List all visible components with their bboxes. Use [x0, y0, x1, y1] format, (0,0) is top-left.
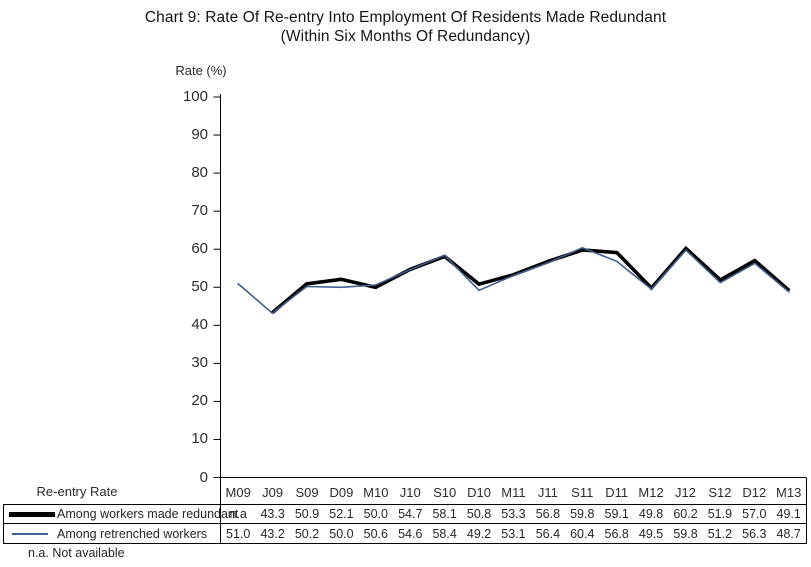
table-values-redundant: n.a 43.3 50.9 52.1 50.0 54.7 58.1 50.8 53.3 56.8 5… — [221, 505, 806, 523]
table-cell: 43.2 — [260, 526, 285, 541]
legend-item-retrenched: Among retrenched workers — [4, 524, 221, 543]
x-axis-label: D10 — [467, 485, 491, 500]
y-axis-tick-label: 100 — [182, 88, 208, 105]
x-axis-label: M13 — [776, 485, 802, 500]
series-line-redundant — [271, 245, 791, 315]
y-axis-tick-label: 60 — [191, 240, 208, 258]
table-cell: 52.1 — [329, 507, 354, 521]
y-axis-tick-label: 0 — [199, 468, 208, 486]
table-cell: 43.3 — [260, 507, 285, 521]
x-axis-label: S09 — [295, 485, 319, 500]
table-cell: 49.8 — [638, 507, 664, 521]
footnote: n.a. Not available — [28, 546, 125, 560]
table-cell: 56.4 — [535, 526, 561, 541]
x-axis-label: D11 — [605, 485, 629, 500]
x-axis-label: S11 — [571, 485, 594, 500]
table-cell: 58.4 — [432, 526, 457, 541]
data-table: Among workers made redundant n.a 43.3 50.9… — [3, 504, 807, 544]
table-cell: 48.7 — [776, 526, 801, 541]
x-axis-label: J10 — [399, 485, 421, 500]
x-axis-label: D09 — [329, 485, 354, 500]
y-axis-tick-label: 40 — [191, 316, 208, 334]
series-line-retrenched — [237, 246, 790, 315]
x-axis-label: M09 — [225, 485, 251, 500]
table-cell: 60.2 — [673, 507, 698, 521]
table-cell: 50.9 — [294, 507, 320, 521]
x-axis-label: S10 — [433, 485, 457, 500]
table-cell: 49.5 — [638, 526, 664, 541]
table-cell: 51.0 — [226, 526, 251, 541]
chart-title: Chart 9: Rate Of Re-entry Into Employmen… — [0, 8, 811, 46]
table-cell: n.a — [229, 507, 247, 521]
thin-blue-line-icon — [12, 532, 48, 535]
y-axis-tick-label: 70 — [191, 202, 208, 220]
y-axis-tick-label: 50 — [191, 278, 208, 296]
table-cell: 50.2 — [294, 526, 320, 541]
x-axis-label: M11 — [501, 485, 526, 500]
table-cell: 54.7 — [398, 507, 423, 521]
x-axis-labels: M09 J09 S09 D09 M10 J10 S10 D10 M11 J11 S11 D11 M12 J… — [220, 478, 807, 504]
table-cell: 50.8 — [466, 507, 492, 521]
table-cell: 56.8 — [604, 526, 629, 541]
y-axis-tick-label: 20 — [191, 392, 208, 410]
x-axis-label: M12 — [638, 485, 664, 500]
table-corner-label: Re-entry Rate — [36, 484, 118, 499]
table-cell: 56.8 — [535, 507, 561, 521]
table-row-redundant: Among workers made redundant n.a 43.3 50.9… — [4, 505, 806, 523]
chart-title-line1: Chart 9: Rate Of Re-entry Into Employmen… — [144, 9, 667, 26]
x-axis-label: M10 — [363, 485, 389, 500]
table-cell: 54.6 — [398, 526, 423, 541]
table-cell: 59.8 — [673, 526, 698, 541]
table-cell: 60.4 — [570, 526, 595, 541]
x-axis-label: J12 — [675, 485, 696, 500]
table-cell: 59.8 — [570, 507, 595, 521]
table-cell: 51.9 — [707, 507, 733, 521]
table-cell: 58.1 — [432, 507, 457, 521]
y-axis-title: Rate (%) — [175, 63, 227, 78]
x-axis-label: J11 — [537, 485, 558, 500]
x-axis-label: S12 — [708, 485, 732, 500]
table-cell: 59.1 — [604, 507, 629, 521]
table-row-retrenched: Among retrenched workers 51.0 43.2 50.2 50.… — [4, 523, 806, 543]
table-cell: 49.1 — [776, 507, 801, 521]
table-cell: 53.1 — [501, 526, 526, 541]
chart-title-line2: (Within Six Months Of Redundancy) — [280, 28, 531, 45]
table-cell: 56.3 — [742, 526, 767, 541]
thick-black-line-icon — [9, 511, 55, 517]
y-axis-tick-label: 30 — [191, 354, 208, 372]
table-cell: 51.2 — [707, 526, 733, 541]
table-cell: 49.2 — [466, 526, 492, 541]
legend-label-redundant: Among workers made redundant — [57, 507, 239, 521]
table-cell: 50.6 — [363, 526, 388, 541]
table-cell: 50.0 — [329, 526, 354, 541]
table-cell: 53.3 — [501, 507, 526, 521]
x-axis-label: D12 — [742, 485, 767, 500]
y-axis-tick-label: 10 — [191, 430, 208, 448]
legend-item-redundant: Among workers made redundant — [4, 505, 238, 523]
y-axis-tick-label: 80 — [191, 164, 208, 182]
legend-label-retrenched: Among retrenched workers — [57, 526, 208, 541]
table-cell: 50.0 — [363, 507, 388, 521]
x-axis-label: J09 — [262, 485, 284, 500]
y-axis-tick-label: 90 — [191, 126, 208, 144]
table-values-retrenched: 51.0 43.2 50.2 50.0 50.6 54.6 58.4 49.2 53.1 56.4… — [221, 524, 806, 543]
table-cell: 57.0 — [742, 507, 767, 521]
